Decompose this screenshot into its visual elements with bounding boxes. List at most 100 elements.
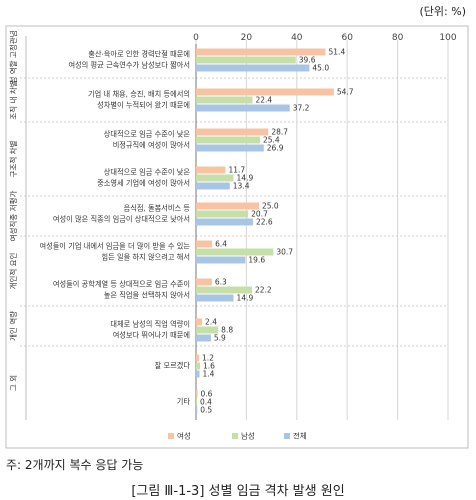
- bar: [196, 406, 198, 414]
- data-label: 22.2: [255, 286, 272, 295]
- data-label: 26.9: [267, 144, 284, 153]
- category-label: 잘 모르겠다: [155, 361, 191, 370]
- category-label: 비정규직에 여성이 많아서: [113, 141, 190, 150]
- legend-label: 남성: [241, 432, 255, 441]
- bar: [196, 286, 252, 294]
- x-tick-label: 60: [341, 33, 353, 43]
- data-label: 39.6: [299, 56, 316, 65]
- legend-label: 여성: [177, 431, 191, 441]
- legend: 여성 남성 전체: [168, 431, 307, 441]
- data-label: 30.7: [276, 248, 293, 257]
- bar: [196, 248, 274, 256]
- category-label: 기타: [177, 397, 191, 406]
- group-label: 성 역할 고정관념: [8, 30, 18, 83]
- group-label: 그 외: [8, 375, 18, 391]
- bar: [196, 398, 198, 406]
- bar: [196, 240, 213, 248]
- category-label: 성차별이 누적되어 왔기 때문에: [97, 101, 190, 110]
- bar: [196, 104, 290, 112]
- bar: [196, 166, 226, 174]
- bar: [196, 390, 198, 398]
- data-label: 20.7: [251, 210, 268, 219]
- data-label: 25.0: [262, 202, 279, 211]
- x-tick-label: 20: [241, 33, 253, 43]
- bar: [196, 96, 253, 104]
- x-tick-label: 100: [439, 33, 456, 43]
- category-label: 여성들이 공학계열 등 상대적으로 임금 수준이: [53, 280, 190, 289]
- data-label: 0.4: [200, 398, 212, 407]
- data-label: 28.7: [271, 128, 288, 137]
- data-label: 11.7: [228, 166, 245, 175]
- bar: [196, 210, 249, 218]
- bar: [196, 64, 310, 72]
- legend-label: 전체: [293, 431, 307, 441]
- x-tick-label: 80: [392, 33, 404, 43]
- group-label: 구조적 차별: [8, 140, 18, 177]
- data-label: 19.6: [248, 256, 265, 265]
- category-label: 힘든 일을 하지 않으려고 해서: [102, 253, 191, 262]
- legend-swatch: [232, 433, 238, 439]
- category-label: 여성의 평균 근속연수가 남성보다 짧아서: [68, 61, 190, 70]
- data-label: 6.4: [215, 240, 227, 249]
- category-label: 높은 직업을 선택하지 않아서: [104, 291, 190, 300]
- legend-swatch: [168, 433, 174, 439]
- bars: 51.4 39.645.0 54.7 22.4 37.2 28.725.426.9 11.7…: [196, 48, 354, 415]
- data-label: 25.4: [263, 136, 280, 145]
- data-label: 6.3: [215, 278, 227, 287]
- bar: [196, 174, 234, 182]
- category-label: 중소영세 기업에 여성이 많아서: [97, 179, 190, 188]
- bar: [196, 370, 200, 378]
- bar: [196, 256, 246, 264]
- x-axis-ticks: 0 20 40 60 80 100: [193, 33, 457, 43]
- bar: [196, 278, 212, 286]
- bar: [196, 294, 234, 302]
- category-label: 여성보다 뛰어나기 때문에: [113, 331, 190, 340]
- bar: [196, 326, 219, 334]
- x-tick-label: 0: [193, 33, 199, 43]
- category-label: 출산·육아로 인한 경력단절 때문에: [88, 50, 190, 59]
- bar: [196, 362, 201, 370]
- category-label: 여성이 많은 직종의 임금이 상대적으로 낮아서: [53, 215, 190, 224]
- category-label: 여성들이 기업 내에서 임금을 더 많이 받을 수 있는: [39, 242, 190, 251]
- data-label: 1.2: [202, 354, 214, 363]
- figure-caption: [그림 Ⅲ-1-3] 성별 임금 격차 발생 원인: [131, 484, 345, 499]
- data-label: 8.8: [221, 326, 233, 335]
- category-label: 대체로 남성의 직업 역량이: [110, 320, 190, 329]
- footnote: 주: 2개까지 복수 응답 가능: [6, 458, 144, 472]
- data-label: 14.9: [237, 294, 254, 303]
- data-label: 1.6: [203, 362, 215, 371]
- data-label: 14.9: [237, 174, 254, 183]
- bar: [196, 182, 230, 190]
- bar: [196, 144, 264, 152]
- data-label: 22.4: [255, 96, 272, 105]
- category-label: 상대적으로 임금 수준이 낮은: [104, 168, 191, 177]
- group-label: 개인적 요인: [8, 252, 18, 289]
- group-label: 여성직종 저평가: [8, 191, 18, 242]
- chart-frame: [5, 25, 469, 449]
- legend-swatch: [284, 433, 290, 439]
- data-label: 0.6: [201, 390, 213, 399]
- bar: [196, 48, 326, 56]
- group-label: 개인 역량: [8, 311, 18, 341]
- bar: [196, 56, 296, 64]
- category-label: 상대적으로 임금 수준이 낮은: [104, 130, 191, 139]
- bar: [196, 318, 203, 326]
- bar: [196, 202, 259, 210]
- data-label: 2.4: [205, 318, 217, 327]
- data-label: 13.4: [233, 182, 250, 191]
- bar: [196, 334, 211, 342]
- bar: [196, 354, 200, 362]
- bar: [196, 88, 334, 96]
- data-label: 22.6: [256, 218, 273, 227]
- data-label: 0.5: [200, 406, 212, 415]
- bar: [196, 218, 253, 226]
- data-label: 5.9: [214, 334, 226, 343]
- data-label: 45.0: [312, 64, 329, 73]
- group-label: 조직 내 차별: [8, 80, 18, 119]
- data-label: 54.7: [337, 88, 354, 97]
- frame-border: [5, 25, 469, 449]
- bar: [196, 128, 269, 136]
- category-label: 기업 내 채용, 승진, 배치 등에서의: [88, 90, 190, 99]
